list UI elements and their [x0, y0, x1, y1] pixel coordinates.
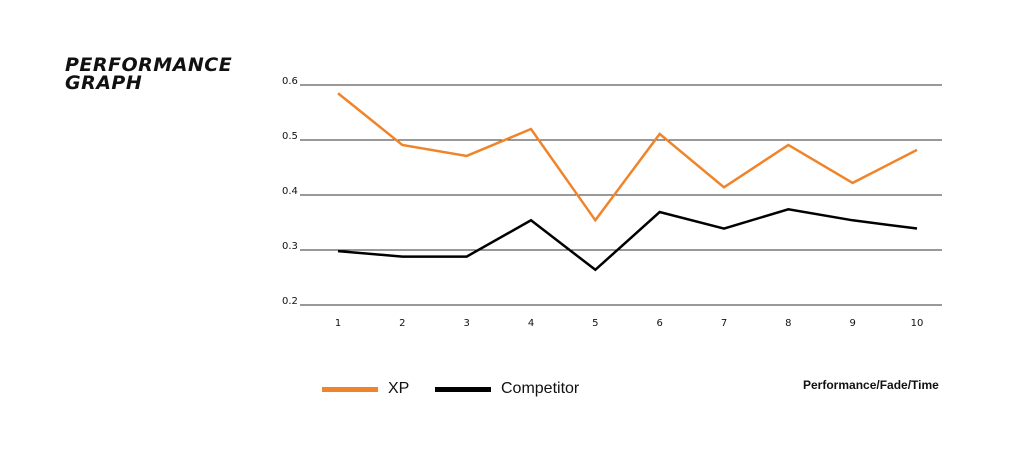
- x-tick-label: 6: [656, 318, 662, 329]
- legend-item-competitor: Competitor: [435, 380, 579, 398]
- title-line-1: PERFORMANCE: [65, 54, 233, 76]
- chart-title: PERFORMANCE GRAPH: [65, 54, 233, 94]
- y-tick-label: 0.4: [282, 186, 298, 197]
- x-tick-label: 1: [335, 318, 341, 329]
- y-tick-label: 0.6: [282, 76, 298, 87]
- x-tick-label: 10: [911, 318, 924, 329]
- x-tick-label: 8: [785, 318, 791, 329]
- x-tick-label: 3: [463, 318, 469, 329]
- series-line-xp: [337, 92, 918, 223]
- y-tick-label: 0.3: [282, 241, 298, 252]
- axis-note: Performance/Fade/Time: [803, 378, 939, 392]
- line-chart: 0.2 0.3 0.4 0.5 0.6 1 2 3 4 5 6 7 8 9 10: [282, 76, 942, 329]
- x-tick-label: 7: [721, 318, 727, 329]
- series-line-competitor: [337, 208, 918, 272]
- y-tick-label: 0.5: [282, 131, 298, 142]
- legend-swatch-competitor: [435, 386, 491, 392]
- legend-swatch-xp: [322, 386, 378, 392]
- x-tick-label: 5: [592, 318, 598, 329]
- legend-label-xp: XP: [388, 380, 410, 397]
- x-tick-label: 9: [849, 318, 855, 329]
- x-tick-label: 2: [399, 318, 405, 329]
- x-tick-label: 4: [528, 318, 534, 329]
- legend-label-competitor: Competitor: [501, 380, 580, 397]
- legend-item-xp: XP: [322, 380, 409, 398]
- title-line-2: GRAPH: [65, 72, 143, 94]
- y-tick-label: 0.2: [282, 296, 298, 307]
